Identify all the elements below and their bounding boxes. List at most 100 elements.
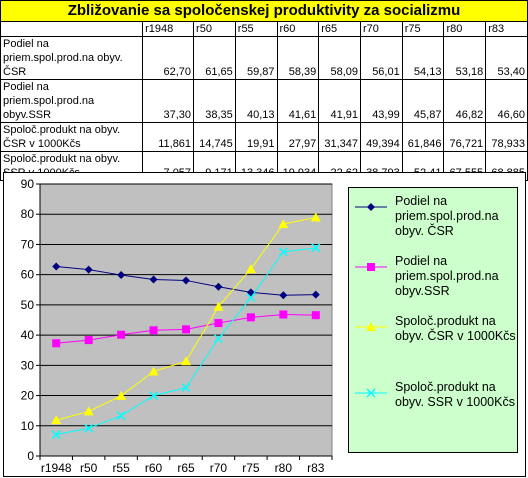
y-tick-label: 60 xyxy=(21,268,35,282)
y-tick-label: 10 xyxy=(21,419,35,433)
data-point xyxy=(310,212,321,222)
legend-swatch xyxy=(355,203,387,211)
data-point xyxy=(149,326,158,335)
data-point xyxy=(311,290,320,299)
value-cell[interactable]: 45,87 xyxy=(401,79,445,123)
y-tick-label: 40 xyxy=(21,328,35,342)
value-cell[interactable]: 40,13 xyxy=(234,79,278,123)
data-point xyxy=(245,264,256,274)
table-header-cell[interactable] xyxy=(0,21,144,37)
y-tick-label: 90 xyxy=(21,177,35,191)
value-cell[interactable]: 27,97 xyxy=(276,122,320,152)
value-cell[interactable]: 43,99 xyxy=(359,79,403,123)
table-header-cell[interactable]: r70 xyxy=(359,21,403,37)
data-point xyxy=(84,265,93,274)
table-header-cell[interactable]: r60 xyxy=(276,21,320,37)
chart-legend[interactable]: Podiel na priem.spol.prod.na obyv. ČSR Po… xyxy=(348,187,518,453)
value-cell[interactable]: 37,30 xyxy=(142,79,195,123)
data-point xyxy=(279,310,288,319)
data-point xyxy=(117,330,126,339)
legend-label: Spoloč.produkt na obyv. SSR v 1000Kčs xyxy=(395,380,515,409)
table-header-cell[interactable]: r80 xyxy=(443,21,487,37)
x-tick-label: r50 xyxy=(80,461,98,475)
table-header-cell[interactable]: r65 xyxy=(318,21,361,37)
value-cell[interactable]: 14,745 xyxy=(193,122,236,152)
data-point xyxy=(116,390,127,400)
row-label-cell[interactable]: Spoloč.produkt na obyv. ČSR v 1000Kčs xyxy=(0,122,144,152)
data-point xyxy=(52,262,61,271)
data-point xyxy=(246,293,256,303)
table-header-cell[interactable]: r50 xyxy=(193,21,236,37)
x-tick-label: r55 xyxy=(112,461,130,475)
y-tick-label: 50 xyxy=(21,298,35,312)
table-header-row: r1948 r50 r55 r60 r65 r70 r75 r80 r83 xyxy=(0,21,528,37)
data-point xyxy=(117,271,126,280)
row-label-cell[interactable]: Podiel na priem.spol.prod.na obyv. ČSR xyxy=(0,36,144,80)
data-point xyxy=(148,366,159,376)
y-tick-label: 0 xyxy=(27,449,34,463)
legend-label: Podiel na priem.spol.prod.na obyv. ČSR xyxy=(395,194,499,238)
value-cell[interactable]: 61,65 xyxy=(193,36,236,80)
value-cell[interactable]: 46,60 xyxy=(485,79,528,123)
data-point xyxy=(311,243,321,253)
value-cell[interactable]: 56,01 xyxy=(359,36,403,80)
data-point xyxy=(213,301,224,311)
table-header-cell[interactable]: r83 xyxy=(485,21,528,37)
data-point xyxy=(181,356,191,366)
value-cell[interactable]: 53,18 xyxy=(443,36,487,80)
data-point xyxy=(311,311,320,320)
legend-swatch xyxy=(355,388,387,398)
data-point xyxy=(51,430,61,440)
row-label-cell[interactable]: Podiel na priem.spol.prod.na obyv.SSR xyxy=(0,79,144,123)
value-cell[interactable]: 41,91 xyxy=(318,79,361,123)
table-header-cell[interactable]: r55 xyxy=(234,21,278,37)
data-point xyxy=(214,319,223,328)
value-cell[interactable]: 11,861 xyxy=(142,122,195,152)
y-tick-label: 30 xyxy=(21,358,35,372)
x-tick-label: r83 xyxy=(307,461,325,475)
value-cell[interactable]: 58,09 xyxy=(318,36,361,80)
data-point xyxy=(51,415,62,425)
value-cell[interactable]: 58,39 xyxy=(276,36,320,80)
value-cell[interactable]: 53,40 xyxy=(485,36,528,80)
value-cell[interactable]: 41,61 xyxy=(276,79,320,123)
table-row: Podiel na priem.spol.prod.na obyv.SSR 37,… xyxy=(0,79,528,123)
value-cell[interactable]: 31,347 xyxy=(318,122,361,152)
legend-swatch xyxy=(355,322,387,331)
x-tick-label: r80 xyxy=(275,461,293,475)
data-point xyxy=(182,276,190,285)
legend-swatch xyxy=(355,263,387,271)
data-point xyxy=(182,325,190,334)
y-tick-label: 80 xyxy=(21,207,35,221)
table-header-cell[interactable]: r75 xyxy=(401,21,445,37)
data-point xyxy=(279,291,288,300)
value-cell[interactable]: 54,13 xyxy=(401,36,445,80)
data-table: r1948 r50 r55 r60 r65 r70 r75 r80 r83 Podiel na p… xyxy=(0,21,528,181)
value-cell[interactable]: 38,35 xyxy=(193,79,236,123)
x-tick-label: r75 xyxy=(242,461,260,475)
value-cell[interactable]: 46,82 xyxy=(443,79,487,123)
value-cell[interactable]: 61,846 xyxy=(401,122,445,152)
x-tick-label: r60 xyxy=(145,461,163,475)
value-cell[interactable]: 59,87 xyxy=(234,36,278,80)
value-cell[interactable]: 49,394 xyxy=(359,122,403,152)
y-tick-label: 70 xyxy=(21,237,35,251)
data-point xyxy=(149,275,158,284)
table-header-cell[interactable]: r1948 xyxy=(142,21,195,37)
data-point xyxy=(116,411,126,421)
value-cell[interactable]: 78,933 xyxy=(485,122,528,152)
value-cell[interactable]: 19,91 xyxy=(234,122,278,152)
value-cell[interactable]: 62,70 xyxy=(142,36,195,80)
data-point xyxy=(278,247,288,257)
chart-area[interactable]: 0 10 20 30 40 50 60 70 80 90 r1948 r50 r55 r60 r65 r70 r… xyxy=(3,172,526,477)
table-row: Podiel na priem.spol.prod.na obyv. ČSR 62… xyxy=(0,36,528,80)
data-point xyxy=(181,383,191,393)
data-point xyxy=(278,219,289,229)
sheet-title[interactable]: Zbližovanie sa spoločenskej produktivity… xyxy=(0,0,528,22)
value-cell[interactable]: 76,721 xyxy=(443,122,487,152)
data-point xyxy=(83,406,94,416)
data-point xyxy=(84,336,93,345)
data-point xyxy=(149,391,159,401)
line-chart[interactable]: 0 10 20 30 40 50 60 70 80 90 r1948 r50 r55 r60 r65 r70 r… xyxy=(4,173,525,476)
table-row: Spoloč.produkt na obyv. ČSR v 1000Kčs 11,… xyxy=(0,122,528,152)
